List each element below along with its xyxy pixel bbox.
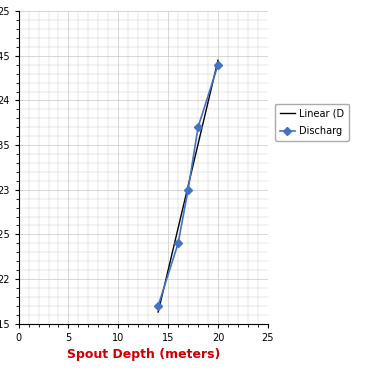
Discharg (216, 62, 220, 67)
Line: Discharg: Discharg (155, 62, 221, 308)
X-axis label: Spout Depth (meters): Spout Depth (meters) (67, 348, 220, 361)
Discharg (156, 304, 160, 308)
Linear (D (187, 180, 191, 185)
Linear (D (156, 310, 160, 314)
Linear (D (192, 160, 196, 164)
Discharg (196, 125, 200, 129)
Linear (D (213, 71, 217, 75)
Linear (D (167, 262, 172, 266)
Legend: Linear (D, Discharg: Linear (D, Discharg (275, 103, 349, 141)
Linear (D (216, 58, 220, 62)
Linear (D (170, 251, 174, 256)
Linear (D (211, 78, 215, 83)
Discharg (186, 187, 190, 192)
Line: Linear (D: Linear (D (158, 60, 218, 312)
Discharg (176, 241, 180, 246)
